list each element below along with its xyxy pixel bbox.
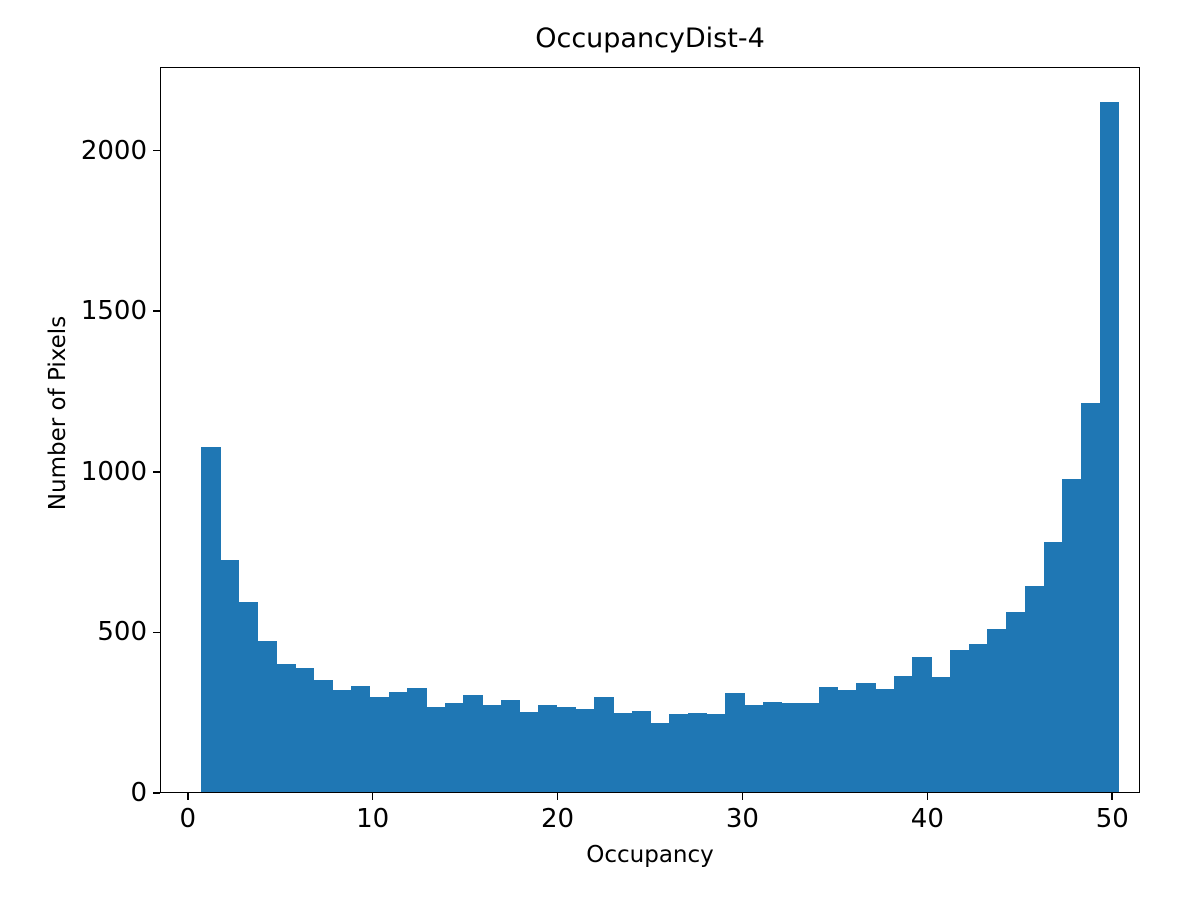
- histogram-bar: [837, 689, 858, 792]
- histogram-bar: [781, 703, 801, 792]
- y-tick-mark: [153, 149, 160, 152]
- histogram-bar: [669, 714, 689, 792]
- histogram-bar: [257, 641, 277, 792]
- histogram-bar: [893, 675, 914, 792]
- histogram-bar: [482, 704, 502, 792]
- histogram-bar: [313, 679, 333, 792]
- x-tick-label: 0: [179, 804, 196, 834]
- x-tick-mark: [926, 793, 929, 800]
- x-tick-mark: [1111, 793, 1114, 800]
- histogram-bar: [332, 689, 352, 792]
- x-tick-label: 50: [1095, 804, 1129, 834]
- histogram-bar: [238, 602, 259, 792]
- chart-title: OccupancyDist-4: [535, 23, 765, 54]
- histogram-bar: [931, 677, 951, 792]
- x-tick-label: 30: [725, 804, 759, 834]
- histogram-bar: [519, 712, 539, 792]
- histogram-bar: [538, 704, 558, 792]
- histogram-bar: [201, 447, 221, 792]
- y-tick-mark: [153, 792, 160, 794]
- histogram-bar: [631, 710, 652, 792]
- y-tick-label: 500: [97, 617, 147, 648]
- x-tick-mark: [741, 793, 744, 800]
- y-tick-label: 2000: [80, 135, 147, 166]
- x-axis-label: Occupancy: [586, 842, 714, 868]
- histogram-bar: [388, 691, 408, 792]
- histogram-bar: [444, 703, 464, 792]
- histogram-bar: [1043, 542, 1063, 792]
- histogram-bar: [818, 686, 839, 792]
- histogram-bar: [1062, 478, 1082, 792]
- histogram-bar: [650, 723, 670, 792]
- histogram-bar: [800, 703, 820, 792]
- y-tick-label: 1000: [80, 456, 147, 487]
- histogram-bar: [856, 682, 876, 792]
- histogram-bar: [725, 693, 745, 792]
- x-tick-mark: [556, 793, 559, 800]
- histogram-bar: [425, 706, 446, 792]
- histogram-bar: [556, 706, 577, 792]
- x-tick-mark: [186, 793, 189, 800]
- histogram-bar: [987, 629, 1007, 792]
- histogram-bar: [220, 559, 240, 792]
- histogram-bar: [949, 649, 970, 792]
- histogram-bar: [706, 714, 726, 792]
- x-tick-label: 10: [356, 804, 390, 834]
- histogram-bar: [744, 704, 764, 792]
- histogram-bar: [351, 686, 371, 792]
- y-tick-mark: [153, 470, 160, 473]
- histogram-bar: [407, 687, 427, 792]
- histogram-bar: [276, 664, 296, 792]
- y-tick-label: 0: [130, 778, 147, 808]
- histogram-bar: [1024, 586, 1045, 792]
- histogram-bars: [161, 68, 1139, 792]
- y-axis-label: Number of Pixels: [45, 315, 71, 511]
- histogram-bar: [968, 643, 988, 792]
- histogram-bar: [1006, 612, 1026, 792]
- histogram-bar: [1099, 101, 1119, 792]
- histogram-bar: [463, 694, 483, 792]
- plot-area: [160, 67, 1140, 793]
- histogram-bar: [500, 700, 521, 792]
- histogram-bar: [875, 688, 895, 792]
- y-tick-mark: [153, 631, 160, 634]
- histogram-bar: [575, 708, 595, 792]
- x-tick-mark: [371, 793, 374, 800]
- histogram-bar: [594, 696, 614, 792]
- histogram-bar: [613, 712, 633, 792]
- y-tick-label: 1500: [80, 296, 147, 327]
- x-tick-label: 40: [910, 804, 944, 834]
- histogram-bar: [687, 712, 708, 792]
- histogram-bar: [1080, 403, 1101, 792]
- y-tick-mark: [153, 310, 160, 312]
- histogram-bar: [369, 697, 390, 792]
- histogram-bar: [295, 668, 315, 792]
- histogram-bar: [912, 657, 932, 792]
- histogram-bar: [762, 701, 783, 792]
- x-tick-label: 20: [541, 804, 575, 834]
